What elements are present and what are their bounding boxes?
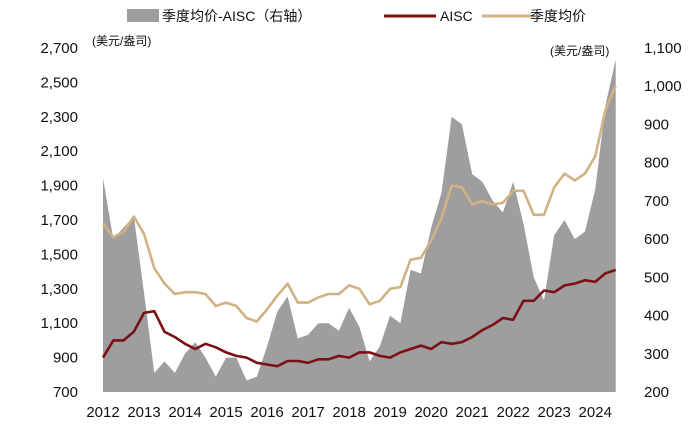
- legend: 季度均价-AISC（右轴） AISC 季度均价: [127, 8, 586, 24]
- right-axis-tick: 700: [644, 193, 669, 210]
- lines-layer: [101, 85, 617, 368]
- spread-area: [103, 59, 616, 392]
- legend-label: AISC: [440, 8, 473, 24]
- left-axis-tick: 1,900: [40, 178, 78, 195]
- left-axis-tick: 1,700: [40, 212, 78, 229]
- legend-label: 季度均价: [530, 8, 586, 24]
- right-axis-tick: 300: [644, 346, 669, 363]
- left-axis-tick: 700: [53, 384, 78, 401]
- left-axis-tick: 2,700: [40, 40, 78, 57]
- left-axis-tick: 1,300: [40, 281, 78, 298]
- left-axis-unit: (美元/盎司): [92, 34, 151, 48]
- legend-swatch-area: [127, 9, 159, 22]
- x-axis-tick: 2024: [579, 404, 612, 421]
- left-axis-tick: 900: [53, 350, 78, 367]
- right-axis-tick: 900: [644, 116, 669, 133]
- x-axis-tick: 2013: [127, 404, 160, 421]
- right-axis-tick: 1,000: [644, 78, 682, 95]
- legend-label: 季度均价-AISC（右轴）: [162, 8, 311, 24]
- right-axis-unit: (美元/盎司): [550, 44, 609, 58]
- x-axis-tick: 2021: [455, 404, 488, 421]
- left-axis-tick: 2,300: [40, 109, 78, 126]
- x-axis-tick: 2017: [291, 404, 324, 421]
- spread-area-layer: [103, 59, 616, 392]
- x-axis-tick: 2018: [332, 404, 365, 421]
- right-axis-tick: 500: [644, 269, 669, 286]
- left-axis-tick: 2,100: [40, 143, 78, 160]
- axes-layer: 700 900 1,100 1,300 1,500 1,700 1,900 2,100 2,30…: [40, 34, 681, 421]
- x-axis-tick: 2016: [250, 404, 283, 421]
- right-axis-tick: 400: [644, 308, 669, 325]
- x-axis-tick: 2020: [414, 404, 447, 421]
- right-axis-tick: 800: [644, 155, 669, 172]
- right-axis-tick: 1,100: [644, 40, 682, 57]
- aisc-line: [101, 268, 617, 368]
- x-axis-tick: 2023: [538, 404, 571, 421]
- left-axis-tick: 1,500: [40, 246, 78, 263]
- right-axis-tick: 600: [644, 231, 669, 248]
- x-axis-tick: 2019: [373, 404, 406, 421]
- x-axis-tick: 2012: [86, 404, 119, 421]
- x-axis-tick: 2014: [168, 404, 201, 421]
- x-axis-tick: 2015: [209, 404, 242, 421]
- x-axis-tick: 2022: [497, 404, 530, 421]
- right-axis-tick: 200: [644, 384, 669, 401]
- left-axis-tick: 1,100: [40, 315, 78, 332]
- left-axis-tick: 2,500: [40, 74, 78, 91]
- avg-price-line: [101, 85, 617, 323]
